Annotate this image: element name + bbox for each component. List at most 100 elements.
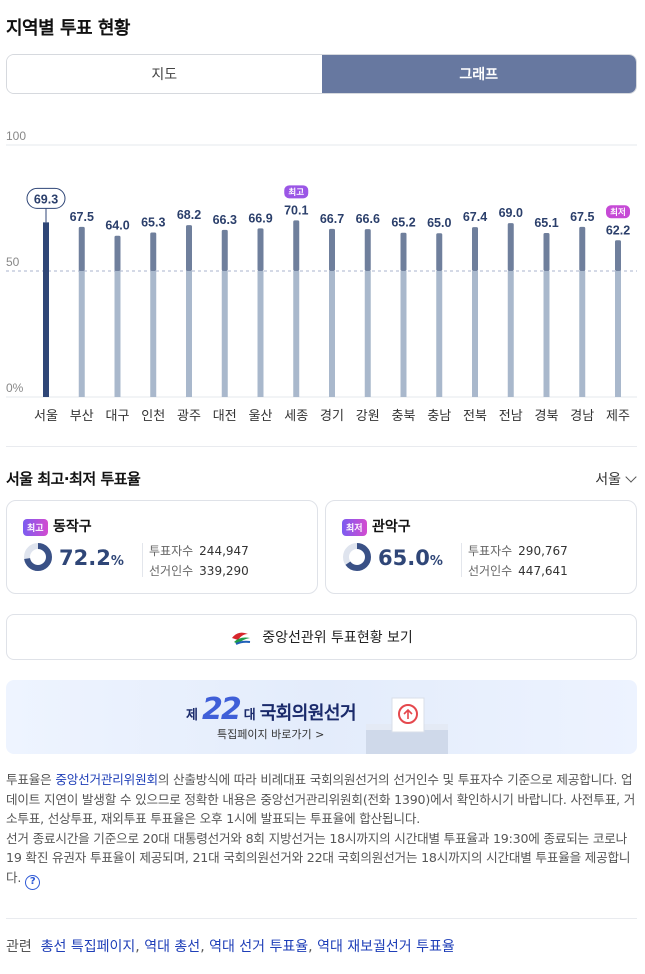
turnout-rate: 65.0%	[378, 546, 443, 570]
bar-upper-경기	[329, 228, 335, 271]
y-tick-label: 100	[6, 130, 26, 143]
district-name: 관악구	[372, 519, 411, 535]
x-tick-label: 대전	[213, 409, 237, 424]
related-links: 관련 총선 특집페이지, 역대 총선, 역대 선거 투표율, 역대 재보궐선거 …	[6, 939, 455, 955]
bar-lower-충남	[436, 271, 443, 397]
bar-upper-전남	[507, 223, 514, 271]
nec-logo-icon	[232, 632, 251, 645]
lowest-district-card: 최저 관악구 65.0% 투표자수 290,767 선거인수 447,641	[325, 500, 637, 594]
chevron-down-icon	[625, 471, 637, 483]
highest-badge: 최고	[23, 519, 48, 536]
election-special-banner[interactable]: 제 22 대 국회의원선거 특집페이지 바로가기 >	[6, 680, 637, 754]
badge-제주	[606, 205, 630, 219]
view-tabs: 지도 그래프	[6, 54, 637, 94]
bar-upper-인천	[150, 232, 157, 271]
x-tick-label: 전남	[499, 409, 523, 424]
x-tick-label: 인천	[141, 409, 165, 424]
bar-lower-인천	[150, 271, 157, 397]
bar-upper-세종	[293, 220, 300, 271]
donut-chart-icon	[343, 543, 371, 571]
banner-heading: 제 22 대 국회의원선거	[186, 692, 357, 727]
x-tick-label: 세종	[284, 409, 308, 424]
x-tick-label: 경기	[320, 409, 344, 424]
bar-lower-전남	[507, 271, 514, 397]
y-tick-label: 0%	[6, 381, 24, 395]
bar-lower-전북	[472, 271, 478, 397]
x-tick-label: 광주	[177, 409, 201, 424]
bar-upper-대구	[114, 235, 121, 271]
turnout-rate: 72.2%	[59, 546, 124, 570]
x-tick-label: 강원	[356, 409, 380, 424]
bar-value-label: 67.5	[70, 210, 94, 224]
divider	[6, 918, 637, 919]
highest-district-card: 최고 동작구 72.2% 투표자수 244,947 선거인수 339,290	[6, 500, 318, 594]
bar-value-label: 69.3	[34, 192, 58, 206]
bar-value-label: 67.5	[570, 210, 594, 224]
turnout-bar-chart: 100 50 0% 69.3 서울 67.5 부산 64.0 대구 65.3 인천 68.2 광주 66.…	[6, 130, 637, 424]
section-title: 서울 최고·최저 투표율	[6, 470, 141, 488]
x-tick-label: 서울	[34, 409, 58, 424]
donut-chart-icon	[24, 543, 52, 571]
x-tick-label: 대구	[106, 409, 130, 424]
x-tick-label: 부산	[70, 409, 94, 424]
bar-value-label: 68.2	[177, 208, 201, 222]
value-bubble	[26, 187, 66, 209]
bar-lower-경기	[329, 271, 335, 397]
bar-lower-대구	[114, 271, 121, 397]
related-link-past-general[interactable]: 역대 총선	[144, 939, 201, 955]
bar-value-label: 67.4	[463, 210, 487, 224]
bar-value-label: 70.1	[284, 203, 308, 217]
bar-lower-제주	[615, 271, 621, 397]
bar-value-label: 66.9	[248, 211, 272, 225]
bar-value-label: 62.2	[606, 223, 630, 237]
bar-upper-경북	[543, 232, 550, 271]
x-tick-label: 충북	[392, 409, 416, 424]
bar-lower-충북	[400, 271, 407, 397]
bar-upper-경남	[579, 226, 586, 271]
ballot-box-icon	[366, 697, 448, 754]
badge-label: 최고	[288, 187, 304, 198]
bar-upper-충북	[400, 232, 407, 271]
region-select[interactable]: 서울	[595, 469, 637, 489]
banner-link-text: 특집페이지 바로가기 >	[217, 728, 325, 741]
badge-label: 최저	[610, 207, 626, 218]
divider	[6, 446, 637, 447]
x-tick-label: 경북	[535, 409, 559, 424]
bar-lower-부산	[78, 271, 85, 397]
region-select-value: 서울	[595, 472, 621, 488]
bar-upper-울산	[257, 228, 264, 271]
bar-value-label: 65.3	[141, 215, 165, 229]
bar-lower-경북	[543, 271, 550, 397]
nec-link[interactable]: 중앙선거관리위원회	[55, 772, 158, 787]
related-link-special[interactable]: 총선 특집페이지	[40, 939, 136, 955]
bar-value-label: 65.0	[427, 216, 451, 230]
bar-upper-제주	[615, 240, 621, 271]
tab-graph[interactable]: 그래프	[321, 55, 636, 93]
x-tick-label: 제주	[606, 409, 630, 424]
bar-value-label: 69.0	[499, 206, 523, 220]
electorate-stat: 선거인수 339,290	[149, 564, 249, 578]
bar-upper-부산	[78, 226, 85, 271]
bar-upper-전북	[472, 227, 478, 271]
bar-lower-광주	[186, 271, 192, 397]
x-tick-label: 전북	[463, 409, 487, 424]
bar-upper-충남	[436, 233, 443, 271]
bar-lower-울산	[257, 271, 264, 397]
bar-서울	[43, 222, 49, 397]
related-link-past-turnout[interactable]: 역대 선거 투표율	[209, 939, 309, 955]
help-icon[interactable]: ?	[25, 874, 41, 890]
bar-lower-강원	[364, 271, 371, 397]
electorate-stat: 선거인수 447,641	[468, 564, 568, 578]
bar-upper-대전	[221, 229, 228, 271]
tab-map[interactable]: 지도	[7, 55, 322, 93]
y-tick-label: 50	[6, 255, 20, 269]
badge-세종	[284, 185, 309, 199]
nec-turnout-button[interactable]: 중앙선관위 투표현황 보기	[6, 614, 637, 660]
turnout-notice: 투표율은 중앙선거관리위원회의 산출방식에 따라 비례대표 국회의원선거의 선거…	[6, 770, 638, 890]
voters-stat: 투표자수 244,947	[149, 544, 249, 558]
bar-upper-광주	[186, 225, 192, 271]
x-tick-label: 경남	[570, 409, 594, 424]
bar-lower-세종	[293, 271, 300, 397]
related-link-byelection[interactable]: 역대 재보궐선거 투표율	[317, 939, 455, 955]
bar-lower-경남	[579, 271, 586, 397]
